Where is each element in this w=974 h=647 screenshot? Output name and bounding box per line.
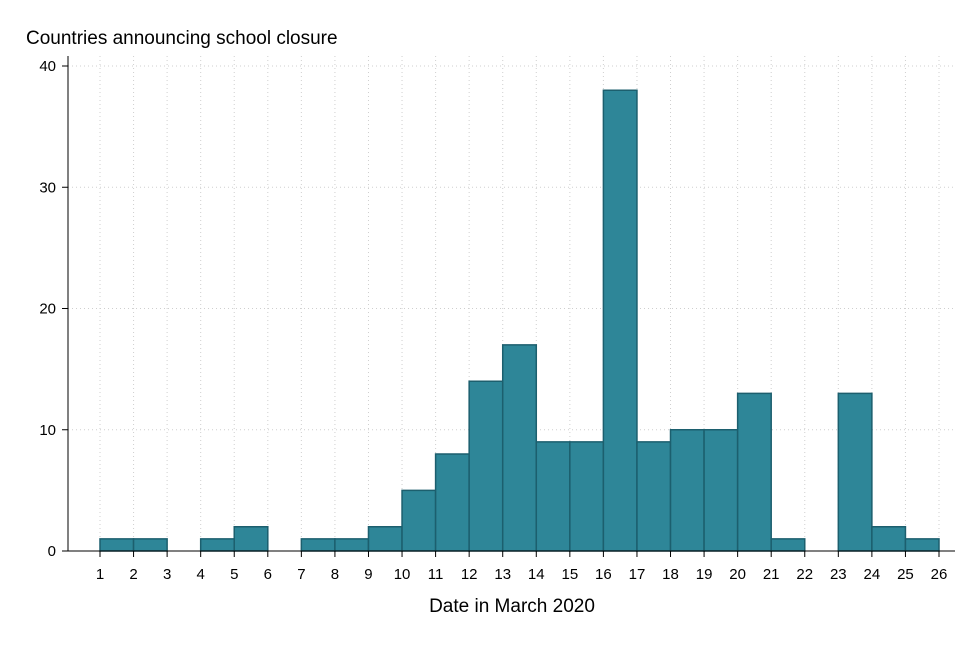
x-tick-label: 21	[763, 566, 780, 583]
histogram-bar	[99, 538, 135, 552]
x-tick-label: 20	[729, 566, 746, 583]
x-tick-label: 9	[364, 566, 372, 583]
histogram-bar	[367, 526, 403, 552]
x-tick-label: 17	[629, 566, 646, 583]
histogram-bar	[434, 453, 470, 552]
x-tick-label: 8	[331, 566, 339, 583]
x-tick-label: 5	[230, 566, 238, 583]
x-tick-label: 15	[561, 566, 578, 583]
y-tick-label: 0	[48, 543, 56, 560]
x-tick-label: 18	[662, 566, 679, 583]
x-tick-label: 7	[297, 566, 305, 583]
bars	[99, 89, 940, 552]
histogram-bar	[837, 392, 873, 552]
x-tick-label: 1	[96, 566, 104, 583]
x-tick-label: 10	[394, 566, 411, 583]
y-tick-label: 20	[39, 301, 56, 318]
chart-title: Countries announcing school closure	[26, 28, 338, 49]
x-tick-label: 23	[830, 566, 847, 583]
x-tick-label: 11	[428, 566, 444, 583]
y-tick-label: 30	[39, 179, 56, 196]
histogram-bar	[468, 380, 504, 552]
x-tick-label: 22	[796, 566, 813, 583]
y-tick-label: 40	[39, 58, 56, 75]
histogram-bar	[669, 429, 705, 552]
histogram-bar	[636, 441, 672, 552]
x-tick-label: 6	[264, 566, 272, 583]
histogram-bar	[871, 526, 907, 552]
x-tick-label: 16	[595, 566, 612, 583]
y-tick-label: 10	[39, 422, 56, 439]
histogram-bar	[501, 344, 538, 552]
x-tick-label: 4	[197, 566, 205, 583]
x-tick-label: 24	[864, 566, 881, 583]
x-tick-label: 26	[931, 566, 948, 583]
x-tick-label: 13	[494, 566, 511, 583]
histogram-bar	[736, 392, 772, 552]
histogram-bar	[703, 429, 739, 552]
x-tick-label: 19	[696, 566, 713, 583]
histogram-bar	[569, 441, 605, 552]
histogram-bar	[904, 538, 940, 552]
histogram-bar	[199, 538, 235, 552]
x-tick-label: 2	[129, 566, 137, 583]
x-axis-title: Date in March 2020	[429, 596, 595, 617]
histogram-bar	[300, 538, 336, 552]
histogram-bar	[334, 538, 370, 552]
histogram-bar	[535, 441, 571, 552]
histogram-bar	[132, 538, 168, 552]
histogram-bar	[233, 526, 269, 552]
histogram-bar	[602, 89, 638, 552]
x-tick-label: 3	[163, 566, 171, 583]
x-tick-label: 12	[461, 566, 478, 583]
histogram-bar	[401, 489, 437, 552]
x-tick-label: 25	[897, 566, 914, 583]
x-tick-label: 14	[528, 566, 545, 583]
histogram-bar	[770, 538, 806, 552]
